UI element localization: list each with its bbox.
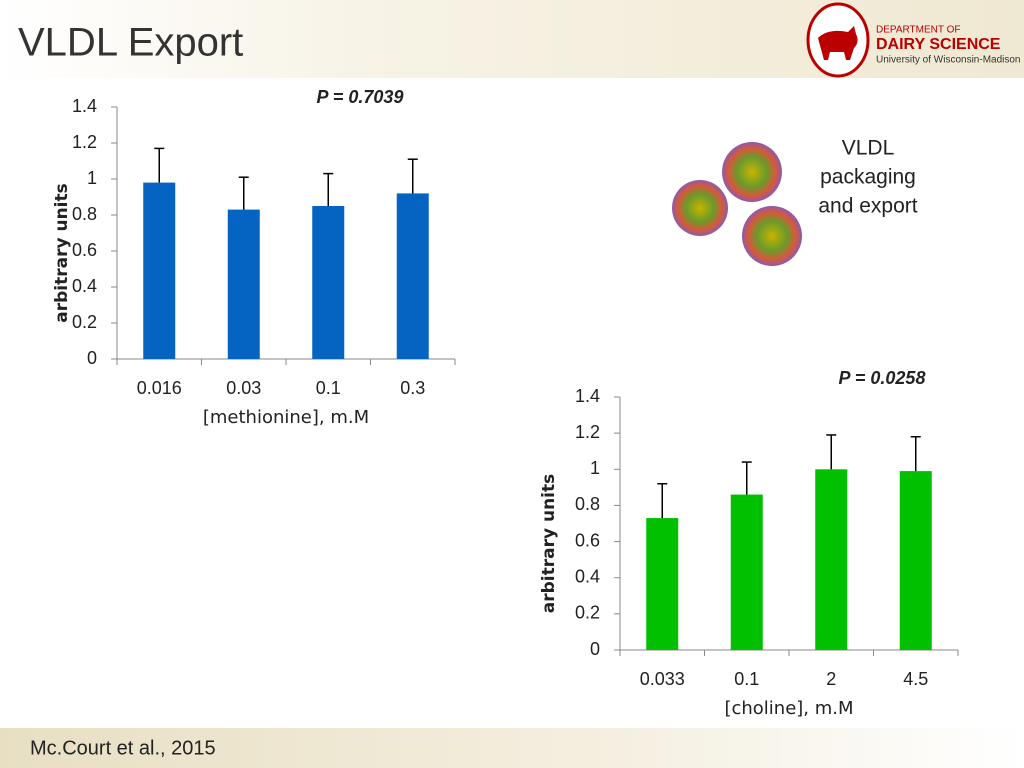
x-tick-label: 4.5 [903,669,928,689]
y-tick-label: 1 [87,168,97,188]
caption-line: and export [818,195,917,218]
bar [815,469,848,650]
y-tick-label: 1.4 [575,386,600,406]
lipoprotein-image [672,142,802,266]
bar [396,193,429,359]
y-tick-label: 0.2 [72,312,97,332]
y-tick-label: 1.2 [575,422,600,442]
x-tick-label: 0.1 [316,378,341,398]
bar [730,494,763,650]
y-tick-label: 0.6 [575,530,600,550]
logo: DEPARTMENT OF DAIRY SCIENCE University o… [806,2,1021,78]
citation: Mc.Court et al., 2015 [30,737,216,759]
y-tick-label: 0.4 [575,566,600,586]
annotation: P = 0.7039 [317,87,404,107]
caption-line: packaging [820,166,916,189]
x-tick-label: 0.1 [734,669,759,689]
bar [312,206,345,359]
footer-band [0,728,1024,768]
y-tick-label: 0.2 [575,603,600,623]
y-tick-label: 0.4 [72,276,97,296]
x-axis-label: [methionine], m.M [203,407,369,428]
bar [899,471,932,650]
bar [646,518,679,650]
y-tick-label: 0.6 [72,240,97,260]
x-tick-label: 0.016 [137,378,182,398]
y-tick-label: 1.2 [72,132,97,152]
x-axis-label: [choline], m.M [724,698,853,719]
x-tick-label: 2 [826,669,836,689]
x-tick-label: 0.033 [640,669,685,689]
slide-title: VLDL Export [18,21,243,65]
caption-line: VLDL [842,137,895,160]
y-tick-label: 0.8 [72,204,97,224]
logo-top: DEPARTMENT OF [876,25,960,36]
x-tick-label: 0.03 [226,378,261,398]
bar [143,182,176,359]
annotation: P = 0.0258 [839,368,926,388]
y-tick-label: 0.8 [575,494,600,514]
y-tick-label: 1 [590,458,600,478]
y-tick-label: 0 [87,348,97,368]
x-tick-label: 0.3 [400,378,425,398]
logo-sub: University of Wisconsin-Madison [876,55,1021,66]
y-axis-label: arbitrary units [52,183,72,323]
y-tick-label: 0 [590,639,600,659]
logo-main: DAIRY SCIENCE [876,36,1001,53]
y-axis-label: arbitrary units [539,474,559,614]
y-tick-label: 1.4 [72,96,97,116]
bar [227,209,260,359]
